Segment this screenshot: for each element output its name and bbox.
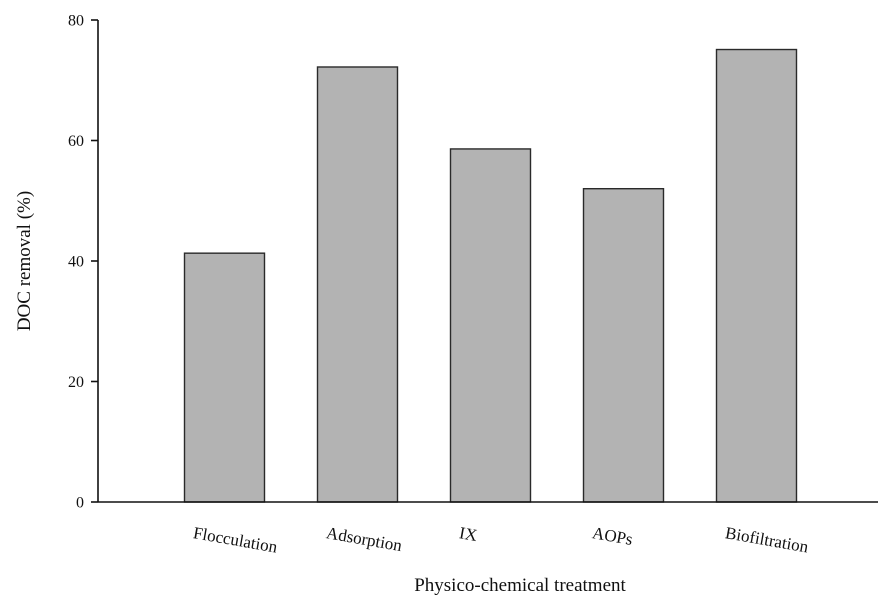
bar-aops bbox=[582, 187, 665, 503]
bar-biofiltration bbox=[715, 48, 798, 503]
y-tick-label: 20 bbox=[68, 374, 84, 391]
y-ticks: 0 20 40 60 80 bbox=[68, 13, 98, 512]
y-tick-label: 0 bbox=[76, 495, 84, 512]
x-tick-label: Flocculation bbox=[192, 523, 279, 557]
y-tick-label: 40 bbox=[68, 254, 84, 271]
x-tick-label: AOPs bbox=[591, 523, 634, 549]
y-tick-label: 80 bbox=[68, 13, 84, 30]
bar-ix bbox=[449, 148, 532, 503]
x-labels: Flocculation Adsorption IX AOPs Biofiltratio… bbox=[192, 523, 811, 557]
y-axis-title: DOC removal (%) bbox=[14, 191, 35, 331]
x-tick-label: Adsorption bbox=[325, 523, 404, 555]
bar-adsorption bbox=[316, 66, 399, 503]
x-tick-label: IX bbox=[458, 523, 479, 545]
y-tick-label: 60 bbox=[68, 133, 84, 150]
x-axis-title: Physico-chemical treatment bbox=[414, 575, 626, 596]
bars bbox=[183, 48, 798, 503]
bar-flocculation bbox=[183, 252, 266, 503]
x-tick-label: Biofiltration bbox=[724, 523, 811, 556]
